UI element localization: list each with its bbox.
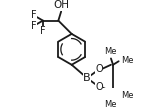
Text: O: O [95, 82, 103, 92]
Text: Me: Me [122, 56, 134, 65]
Text: B: B [83, 73, 91, 83]
Text: F: F [31, 21, 37, 31]
Text: F: F [40, 26, 46, 36]
Text: F: F [31, 10, 37, 20]
Text: OH: OH [53, 0, 69, 10]
Text: Me: Me [104, 100, 116, 109]
Text: Me: Me [104, 47, 116, 56]
Text: O: O [95, 64, 103, 74]
Text: Me: Me [122, 91, 134, 100]
